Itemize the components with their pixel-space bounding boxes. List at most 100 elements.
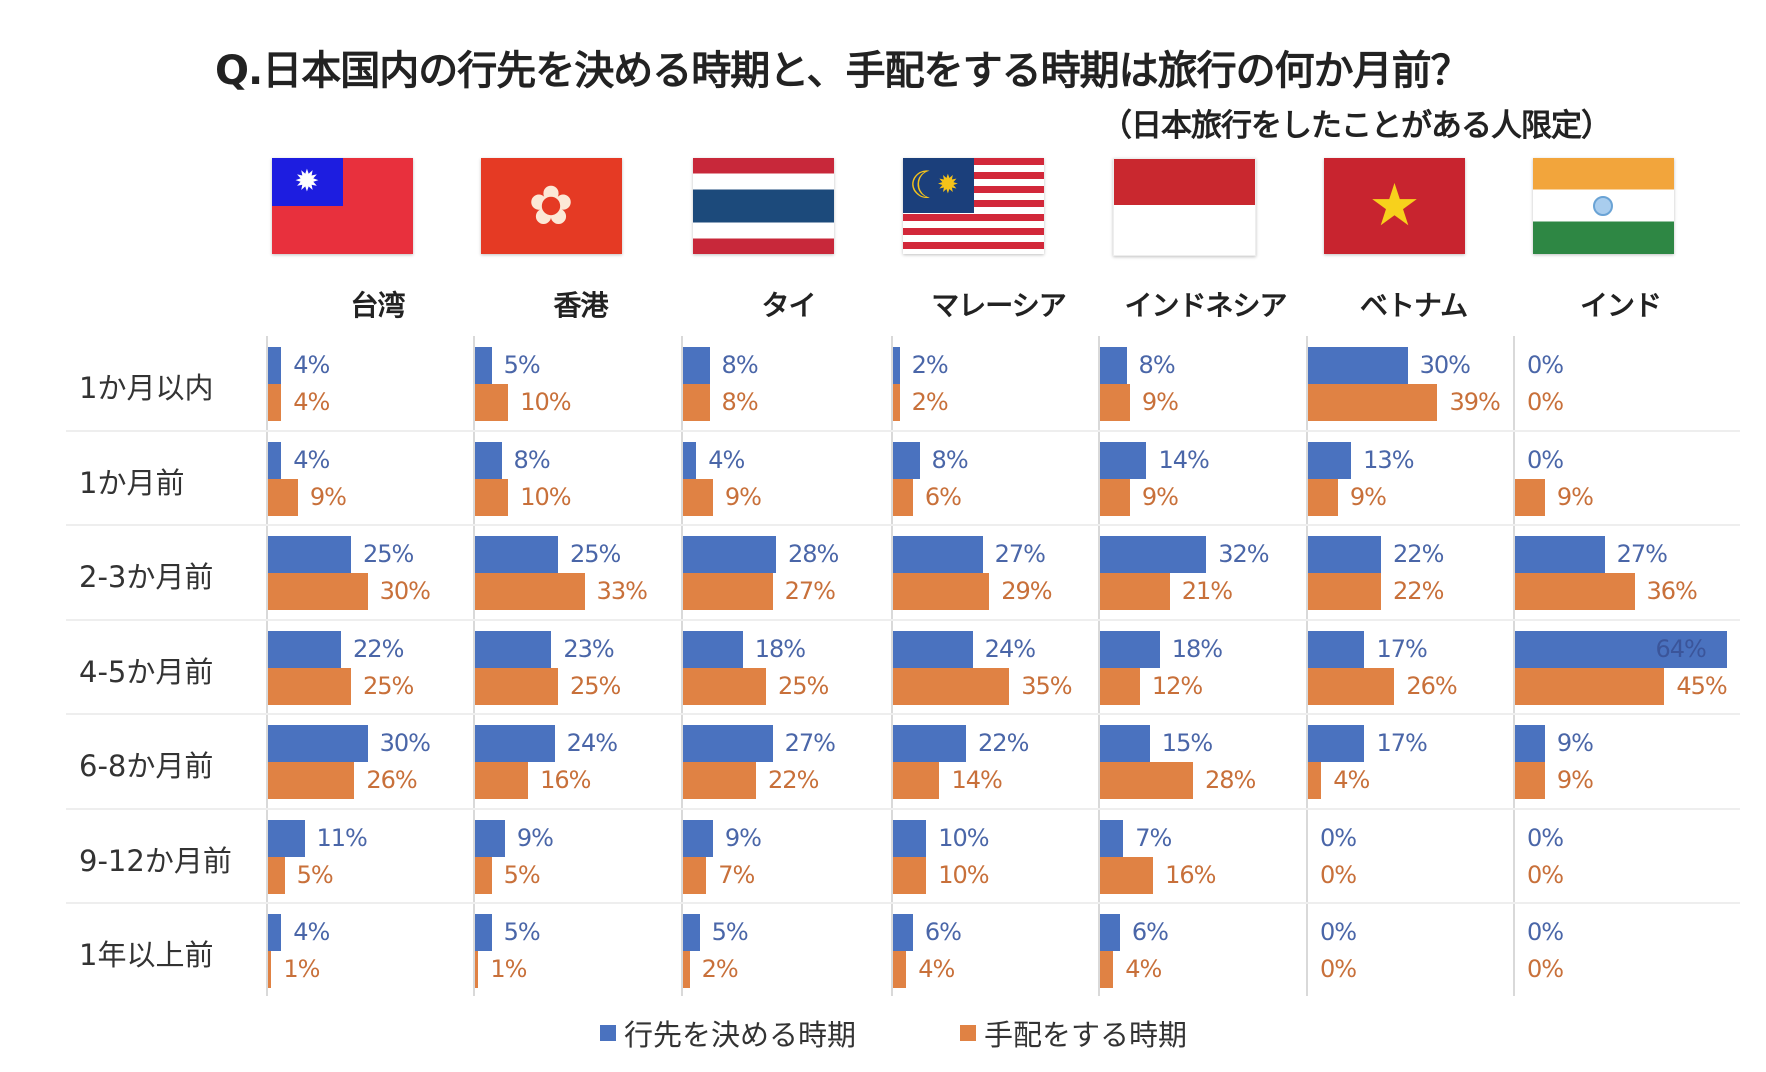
value-label-arrange: 27% [784,577,836,605]
panel-divider [891,336,893,996]
category-label: 1年以上前 [79,938,214,972]
bar-arrange [1100,478,1130,516]
value-label-arrange: 0% [1320,955,1357,983]
value-label-arrange: 10% [938,860,989,889]
country-name: 台湾 [350,289,405,322]
value-label-decide: 25% [570,540,621,568]
legend-label: 手配をする時期 [984,1018,1188,1052]
panel-divider [1513,336,1515,996]
bar-decide [683,441,697,479]
bar-decide [683,630,743,668]
value-label-arrange: 2% [701,955,739,983]
bar-arrange [1100,384,1130,421]
value-label-arrange: 9% [309,482,347,511]
bar-arrange [1100,667,1140,705]
value-label-arrange: 26% [366,766,417,794]
value-label-arrange: 25% [363,671,414,700]
value-label-arrange: 1% [490,955,527,983]
bar-arrange [1308,573,1382,610]
bar-decide [1100,725,1150,762]
value-label-decide: 4% [293,918,330,946]
value-label-decide: 13% [1363,445,1414,474]
flag-indonesia-icon [1113,158,1256,256]
bar-arrange [893,856,927,894]
value-label-arrange: 9% [1141,482,1179,511]
bar-decide [1308,630,1365,668]
category-label: 4-5か月前 [79,654,214,689]
value-label-decide: 30% [1419,351,1471,379]
value-label-decide: 22% [978,729,1029,757]
value-label-decide: 28% [787,540,839,568]
country-name: タイ [761,289,816,322]
bar-decide [893,819,927,857]
legend-item-decide: 行先を決める時期 [600,1012,856,1054]
value-label-arrange: 9% [1349,482,1387,511]
bar-arrange [893,384,900,421]
bar-decide [683,347,710,384]
bar-decide [1100,819,1124,857]
panel-divider [1098,336,1100,996]
bar-decide [683,914,700,951]
value-label-decide: 8% [513,445,551,474]
value-label-arrange: 22% [768,766,819,794]
chart-subtitle: （日本旅行をしたことがある人限定） [1101,108,1612,144]
panel-divider [1306,336,1308,996]
country-name: 香港 [553,289,608,322]
bar-arrange [475,951,479,988]
value-label-arrange: 14% [951,766,1002,794]
bar-decide [268,819,305,857]
bar-arrange [683,667,766,705]
value-label-arrange: 4% [918,955,955,983]
bar-arrange [1100,856,1154,894]
value-label-arrange: 21% [1181,577,1233,605]
value-label-arrange: 26% [1406,671,1457,700]
bar-arrange [1515,573,1635,610]
value-label-decide: 18% [1171,634,1223,663]
bar-arrange [683,478,713,516]
row-divider [66,902,1740,904]
bar-arrange [1100,951,1114,988]
value-label-arrange: 28% [1204,766,1256,794]
value-label-arrange: 0% [1527,955,1564,983]
bar-arrange [1515,762,1545,799]
bar-arrange [268,856,285,894]
value-label-decide: 22% [1393,540,1444,568]
country-name: マレーシア [931,289,1066,322]
value-label-arrange: 45% [1676,671,1727,700]
value-label-arrange: 10% [520,482,571,511]
bar-decide [1308,441,1352,479]
value-label-decide: 0% [1527,918,1564,946]
bar-decide [475,441,502,479]
bar-decide [893,536,983,573]
bar-arrange [893,667,1010,705]
value-label-decide: 18% [754,634,806,663]
value-label-arrange: 8% [721,388,759,416]
value-label-arrange: 4% [1333,766,1370,794]
bar-decide [268,536,351,573]
value-label-decide: 5% [503,351,541,379]
bar-decide [268,914,282,951]
value-label-decide: 25% [363,540,414,568]
value-label-decide: 0% [1527,351,1564,379]
value-label-decide: 5% [503,918,541,946]
value-label-arrange: 9% [1141,388,1179,416]
bar-decide [1515,536,1605,573]
value-label-arrange: 9% [1556,766,1594,794]
value-label-arrange: 1% [283,955,320,983]
row-divider [66,524,1740,526]
value-label-decide: 0% [1527,445,1564,474]
value-label-decide: 27% [994,540,1046,568]
bar-decide [475,914,492,951]
bar-decide [1515,630,1728,668]
bar-decide [683,536,776,573]
value-label-decide: 11% [316,823,368,852]
value-label-decide: 27% [1616,540,1668,568]
bar-arrange [268,762,355,799]
value-label-arrange: 0% [1320,860,1357,889]
value-label-decide: 0% [1320,918,1357,946]
value-label-arrange: 10% [520,388,571,416]
bar-arrange [268,478,298,516]
flag-india-icon [1533,158,1674,254]
value-label-arrange: 16% [1165,860,1216,889]
value-label-decide: 8% [931,445,969,474]
